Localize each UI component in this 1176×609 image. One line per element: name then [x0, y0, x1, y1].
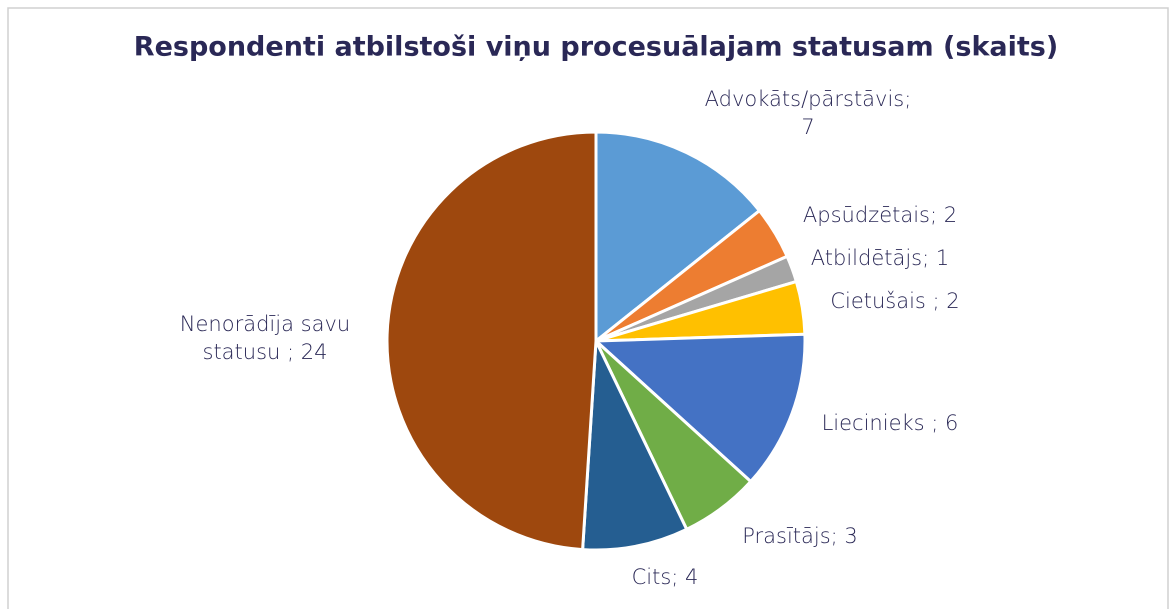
data-label: Apsūdzētais; 2: [803, 203, 957, 227]
data-label-line: Cietušais ; 2: [830, 289, 959, 313]
data-label-line: Nenorādīja savu: [180, 312, 350, 336]
data-label-line: statusu ; 24: [203, 340, 328, 364]
pie-slice: [581, 335, 689, 552]
data-label-line: Advokāts/pārstāvis;: [705, 87, 912, 111]
chart-title: Respondenti atbilstoši viņu procesuālaja…: [134, 32, 1058, 63]
data-label: Nenorādīja savu statusu ; 24: [180, 312, 350, 364]
data-label-line: Atbildētājs; 1: [811, 246, 949, 270]
data-label-line: Prasītājs; 3: [742, 524, 858, 548]
data-label-line: Cits; 4: [632, 565, 699, 589]
pie-slice: [592, 332, 807, 484]
data-label-line: 7: [801, 115, 814, 139]
data-label: Cietušais ; 2: [830, 289, 959, 313]
data-label: Liecinieks ; 6: [822, 411, 959, 435]
data-label: Cits; 4: [632, 565, 699, 589]
pie-slice: [385, 130, 598, 552]
data-label-line: Apsūdzētais; 2: [803, 203, 957, 227]
data-label: Advokāts/pārstāvis; 7: [705, 87, 912, 139]
data-label: Atbildētājs; 1: [811, 246, 949, 270]
data-label: Prasītājs; 3: [742, 524, 858, 548]
data-label-line: Liecinieks ; 6: [822, 411, 959, 435]
pie-slice: [594, 130, 762, 345]
